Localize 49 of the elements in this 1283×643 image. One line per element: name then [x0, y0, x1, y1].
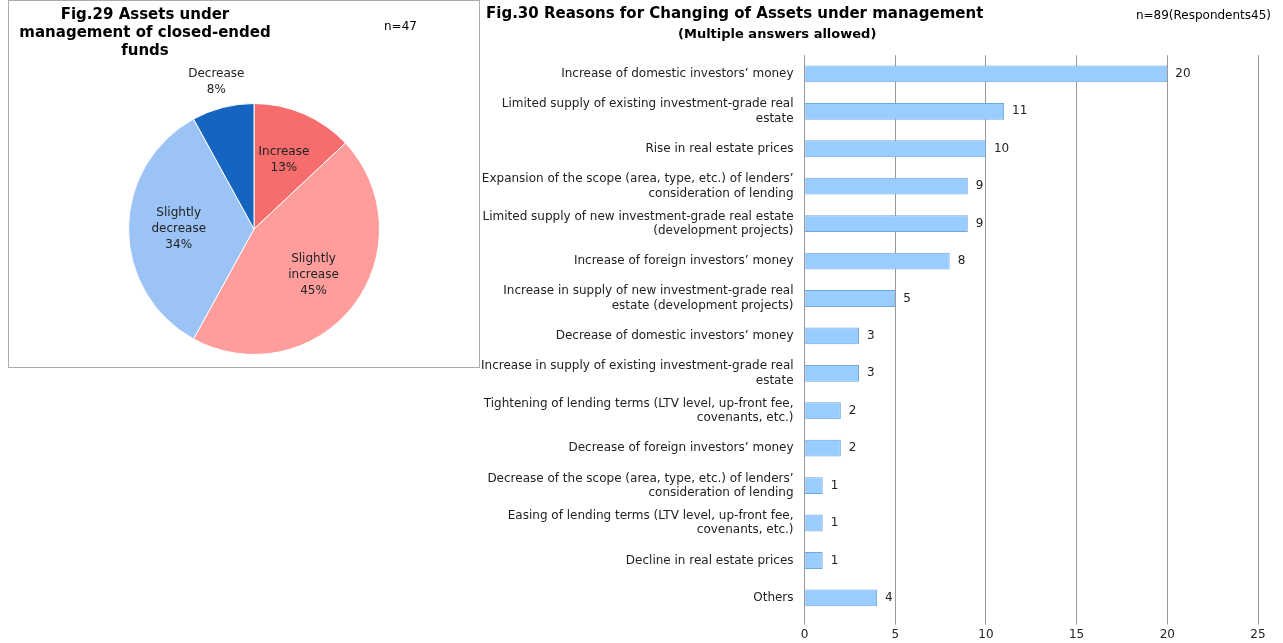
- chart-title: Fig.29 Assets under management of closed-ended funds: [18, 5, 272, 59]
- y-tick-label: Limited supply of new investment-grade real estate (development projects): [482, 208, 794, 237]
- x-tick-label: 25: [1250, 626, 1266, 641]
- y-tick-label: Limited supply of existing investment-grade real estate: [501, 96, 794, 125]
- data-label: 10: [993, 140, 1010, 155]
- data-label: 1: [830, 477, 839, 492]
- y-tick-label: Decrease of the scope (area, type, etc.) of lenders’ consideration of lending: [487, 470, 794, 499]
- x-tick-label: 5: [891, 626, 900, 641]
- data-label: 9: [975, 215, 984, 230]
- data-label: 9: [975, 178, 984, 193]
- chart-subtitle: (Multiple answers allowed): [678, 26, 877, 41]
- x-tick-label: 20: [1159, 626, 1175, 641]
- data-label: 8%: [206, 82, 226, 97]
- data-label: 2: [848, 440, 857, 455]
- x-tick-label: 0: [800, 626, 809, 641]
- slice-label: Decrease: [188, 66, 245, 81]
- data-label: 13%: [270, 160, 298, 175]
- slice-label: Slightly decrease: [151, 205, 207, 236]
- x-tick-label: 15: [1068, 626, 1085, 641]
- y-tick-label: Increase of domestic investors’ money: [561, 66, 794, 81]
- y-tick-label: Decline in real estate prices: [625, 552, 794, 567]
- data-label: 4: [885, 590, 893, 605]
- slice-label: Increase: [258, 144, 310, 159]
- data-label: 45%: [300, 283, 327, 298]
- y-tick-label: Expansion of the scope (area, type, etc.) of lenders’ consideration of lending: [481, 171, 794, 200]
- data-label: 1: [830, 552, 839, 567]
- y-tick-label: Decrease of foreign investors’ money: [568, 440, 794, 455]
- data-label: 20: [1175, 66, 1191, 81]
- text: n=47: [384, 19, 417, 33]
- y-tick-label: Rise in real estate prices: [645, 140, 794, 155]
- chart-title: Fig.30 Reasons for Changing of Assets under management: [486, 4, 984, 22]
- x-tick-label: 10: [978, 626, 994, 641]
- y-tick-label: Decrease of domestic investors’ money: [555, 328, 794, 343]
- text: n=89(Respondents45): [1135, 8, 1271, 22]
- y-tick-label: Increase in supply of existing investment-grade real estate: [481, 358, 794, 387]
- data-label: 5: [903, 290, 911, 305]
- data-label: 8: [957, 253, 966, 268]
- data-label: 3: [866, 365, 875, 380]
- slice-label: Slightly increase: [288, 251, 339, 282]
- y-tick-label: Easing of lending terms (LTV level, up-front fee, covenants, etc.): [507, 507, 794, 537]
- y-tick-label: Increase of foreign investors’ money: [573, 253, 794, 268]
- y-tick-label: Others: [753, 590, 794, 605]
- y-tick-label: Tightening of lending terms (LTV level, up-front fee, covenants, etc.): [482, 395, 794, 425]
- y-tick-label: Increase in supply of new investment-grade real estate (development projects): [503, 283, 794, 312]
- data-label: 2: [848, 402, 857, 417]
- data-label: 1: [830, 515, 839, 530]
- data-label: 11: [1012, 103, 1028, 118]
- data-label: 3: [866, 328, 875, 343]
- data-label: 34%: [165, 237, 193, 252]
